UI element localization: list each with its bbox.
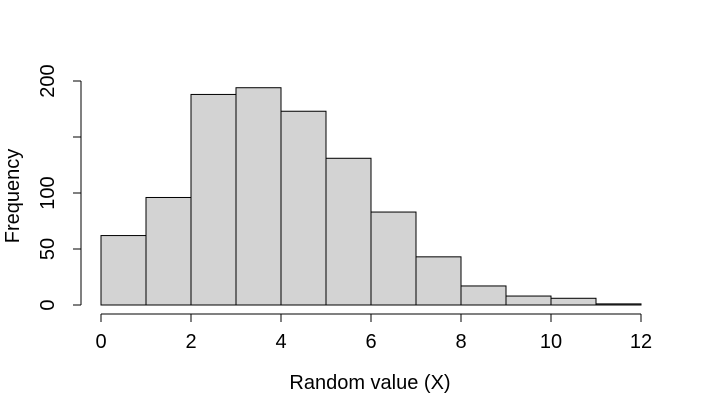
x-tick-label: 8	[455, 331, 466, 353]
histogram-bar	[550, 297, 597, 306]
histogram-bar	[415, 256, 462, 306]
y-tick-label: 200	[37, 64, 59, 97]
y-axis-title: Frequency	[2, 149, 24, 244]
bars-group	[100, 87, 642, 306]
x-tick-label: 0	[95, 331, 106, 353]
x-tick-label: 10	[540, 331, 562, 353]
x-tick-label: 2	[185, 331, 196, 353]
x-axis-title: Random value (X)	[289, 372, 450, 394]
histogram-bar	[100, 235, 147, 306]
histogram-bar	[145, 196, 192, 306]
histogram-bar	[460, 285, 507, 306]
x-tick-label: 4	[275, 331, 286, 353]
y-axis: 0 50 100 200	[37, 64, 82, 311]
x-tick-label: 12	[630, 331, 652, 353]
histogram-bar	[235, 87, 282, 306]
x-tick-label: 6	[365, 331, 376, 353]
histogram-bar	[190, 93, 237, 306]
histogram-bar	[505, 295, 552, 306]
x-axis: 0 2 4 6 8 10 12	[95, 313, 652, 353]
histogram-bar	[325, 157, 372, 306]
histogram-bar	[595, 303, 642, 306]
y-tick-label: 100	[37, 176, 59, 209]
histogram-bar	[280, 110, 327, 306]
histogram-bar	[370, 211, 417, 306]
y-tick-label: 0	[37, 299, 59, 310]
y-tick-label: 50	[37, 238, 59, 260]
